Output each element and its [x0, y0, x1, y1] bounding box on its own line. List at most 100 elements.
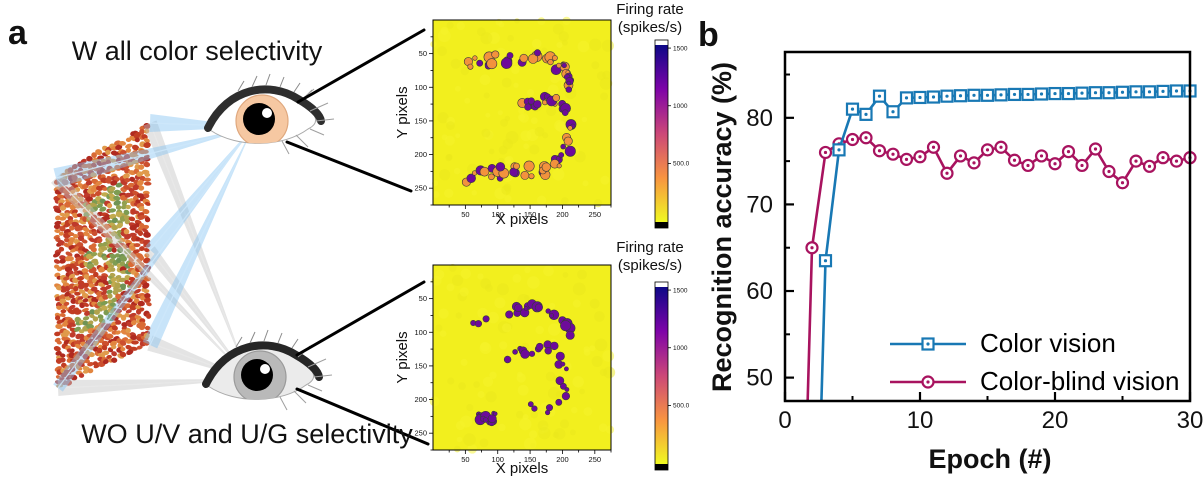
colorbar-title: Firing rate	[616, 240, 684, 256]
marker-center-dot	[850, 107, 855, 111]
marker-center-dot	[1147, 164, 1152, 168]
ishihara-plate	[53, 122, 152, 388]
y-tick-label: 50	[419, 49, 427, 58]
colorbar-tick-label: 500.0	[673, 403, 690, 410]
x-tick-label: 200	[556, 455, 569, 464]
x-tick-label: 50	[461, 455, 469, 464]
y-tick-label: 80	[746, 105, 773, 132]
eye-pupil	[243, 103, 275, 135]
digit3-dots	[470, 299, 576, 427]
colorbar-tick-label: 1000	[673, 103, 688, 110]
marker-center-dot	[1161, 156, 1165, 160]
marker-center-dot	[904, 96, 909, 100]
eyelash	[293, 390, 307, 404]
colorbar-tick-label: 1500	[673, 45, 688, 52]
marker-center-dot	[945, 94, 949, 98]
marker-center-dot	[972, 93, 976, 97]
series-line	[806, 136, 1190, 401]
colorbar: 1500 1000 500.0 Firing rate(spikes/s)	[616, 1, 690, 229]
eyelash	[315, 118, 335, 122]
marker-center-dot	[958, 154, 963, 158]
marker-center-dot	[904, 157, 909, 161]
digit3-dots	[461, 49, 577, 187]
eye-pupil	[241, 359, 273, 391]
colorbar-tick-label: 1500	[673, 287, 688, 294]
x-tick-label: 150	[524, 455, 537, 464]
panel-a-top-title: W all color selectivity	[71, 36, 323, 66]
marker-center-dot	[1066, 91, 1071, 96]
panel-a-label: a	[8, 14, 27, 52]
x-tick-label: 250	[589, 210, 602, 219]
marker-center-dot	[1134, 90, 1138, 94]
map-without-color-selectivity: 50 100 150 200 250 50 100 150 200 250 X pixels Y pi…	[394, 240, 690, 477]
marker-center-dot	[999, 145, 1003, 149]
map-x-axis-label: X pixels	[496, 460, 549, 477]
eyelash	[251, 75, 258, 88]
marker-center-dot	[1174, 89, 1179, 93]
series-color-blind-vision	[805, 131, 1197, 401]
colorbar-title: Firing rate	[616, 1, 684, 18]
eyelash	[309, 128, 325, 136]
marker-center-dot	[810, 246, 814, 250]
marker-center-dot	[1134, 159, 1138, 163]
marker-center-dot	[1012, 158, 1017, 162]
marker-center-dot	[891, 152, 895, 156]
eyelash	[293, 82, 301, 93]
eye-highlight	[262, 108, 272, 118]
eyelash	[279, 396, 288, 411]
legend-swatch-color-blind-vision	[890, 374, 966, 389]
legend-marker-dot	[926, 341, 930, 346]
eyelash	[279, 76, 285, 88]
marker-center-dot	[931, 95, 936, 99]
eyelash	[295, 134, 309, 148]
firing-map-color-blind: 50 100 150 200 250 50 100 150 200 250 X pixels Y pi…	[394, 240, 690, 477]
y-tick-label: 250	[414, 184, 427, 193]
y-tick-label: 200	[414, 395, 427, 404]
eyelash	[235, 336, 243, 348]
eyelash	[291, 338, 299, 349]
marker-center-dot	[877, 94, 882, 98]
marker-center-dot	[999, 93, 1003, 97]
marker-center-dot	[1039, 154, 1044, 158]
eyelash	[309, 102, 329, 112]
callout-line	[285, 140, 413, 193]
map-background-texture	[429, 264, 616, 454]
y-axis-title: Recognition accuracy (%)	[707, 61, 737, 393]
legend-item-color-vision: Color vision	[888, 328, 1179, 359]
map-axes-box	[432, 19, 612, 206]
y-tick-label: 150	[414, 361, 427, 370]
x-tick-label: 150	[524, 210, 537, 219]
marker-center-dot	[877, 149, 882, 153]
marker-center-dot	[864, 136, 868, 140]
eyelash	[313, 374, 333, 378]
y-tick-label: 150	[414, 116, 427, 125]
x-tick-label: 10	[907, 407, 934, 434]
callout-line	[295, 387, 430, 446]
y-tick-label: 250	[414, 429, 427, 438]
legend-label-color-vision: Color vision	[980, 328, 1116, 358]
y-tick-label: 60	[746, 278, 773, 305]
marker-center-dot	[918, 155, 922, 159]
marker-center-dot	[1120, 181, 1125, 185]
marker-center-dot	[1107, 91, 1111, 95]
chart-legend: Color vision Color-blind vision	[888, 328, 1179, 397]
marker-center-dot	[918, 95, 922, 100]
color-blindness-illustration	[50, 28, 430, 446]
marker-center-dot	[1012, 92, 1017, 97]
y-tick-label: 50	[746, 365, 773, 392]
marker-center-dot	[891, 110, 895, 114]
marker-center-dot	[1080, 91, 1084, 95]
marker-center-dot	[1120, 90, 1125, 94]
eyelash	[249, 331, 256, 344]
colorbar-tick-label: 500.0	[673, 161, 690, 168]
marker-center-dot	[1039, 92, 1044, 96]
y-tick-label: 100	[414, 328, 427, 337]
legend-marker-dot	[926, 379, 930, 384]
x-tick-label: 200	[556, 210, 569, 219]
x-axis-title: Epoch (#)	[928, 444, 1052, 474]
y-tick-label: 200	[414, 150, 427, 159]
map-axes-box	[432, 264, 612, 451]
x-tick-label: 0	[778, 407, 791, 434]
marker-center-dot	[1026, 92, 1030, 97]
